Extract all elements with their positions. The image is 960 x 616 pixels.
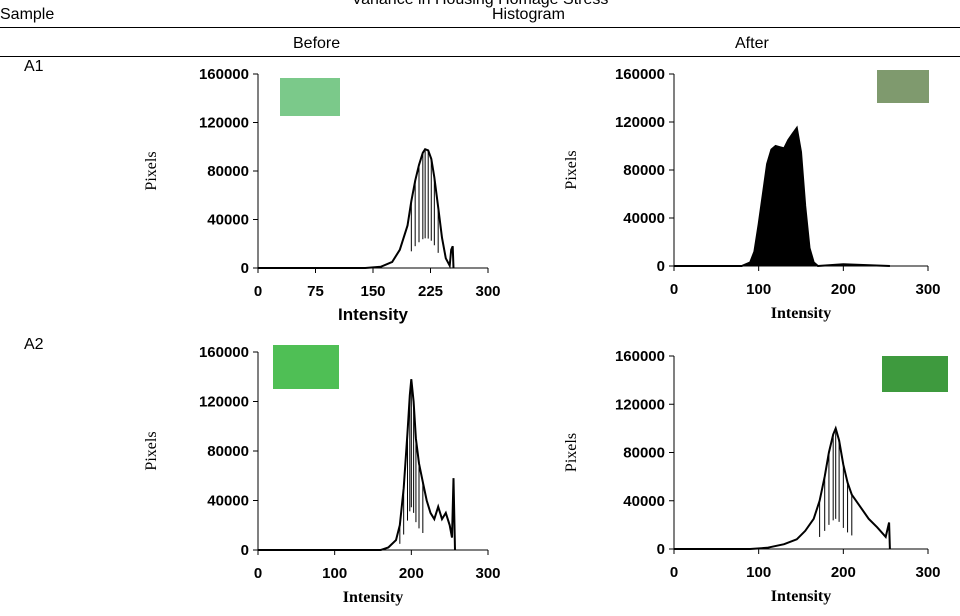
y-tick-label: 160000 (199, 66, 249, 83)
x-axis-label: Intensity (338, 305, 408, 324)
x-tick-label: 300 (915, 564, 940, 581)
histogram-line (674, 125, 890, 268)
subheader-rule (0, 56, 960, 57)
y-tick-label: 40000 (207, 212, 249, 229)
histogram-column-header: Histogram (492, 6, 565, 23)
x-tick-label: 225 (418, 283, 443, 300)
y-axis-label: Pixels (143, 151, 160, 190)
y-tick-label: 80000 (207, 443, 249, 460)
row-label-a2: A2 (24, 336, 44, 353)
x-tick-label: 0 (670, 281, 678, 298)
y-tick-label: 40000 (623, 210, 665, 227)
x-tick-label: 0 (670, 564, 678, 581)
y-tick-label: 160000 (615, 66, 665, 83)
before-subheader: Before (293, 35, 341, 52)
y-axis-label: Pixels (563, 150, 580, 189)
sample-thumbnail (280, 78, 340, 116)
x-tick-label: 300 (915, 281, 940, 298)
y-tick-label: 120000 (199, 115, 249, 132)
sample-thumbnail (882, 356, 948, 392)
x-tick-label: 200 (831, 281, 856, 298)
y-tick-label: 0 (657, 258, 665, 275)
y-tick-label: 80000 (207, 163, 249, 180)
x-tick-label: 200 (399, 565, 424, 582)
y-tick-label: 120000 (615, 396, 665, 413)
y-tick-label: 160000 (615, 348, 665, 365)
y-tick-label: 0 (241, 260, 249, 277)
x-axis-label: Intensity (771, 588, 831, 605)
histogram-a1-after: 0 40000 80000 120000 160000 0 100 200 300 Intensi… (563, 66, 941, 322)
x-tick-label: 300 (475, 283, 500, 300)
histogram-a1-before: 0 40000 80000 120000 160000 0 75 150 225 300 Inten… (143, 66, 501, 324)
x-tick-label: 200 (831, 564, 856, 581)
y-tick-label: 0 (241, 542, 249, 559)
x-axis-label: Intensity (771, 305, 831, 322)
x-tick-label: 100 (746, 564, 771, 581)
x-tick-label: 300 (475, 565, 500, 582)
x-tick-label: 0 (254, 565, 262, 582)
row-label-a1: A1 (24, 58, 44, 75)
after-subheader: After (735, 35, 769, 52)
y-axis-label: Pixels (563, 433, 580, 472)
y-tick-label: 80000 (623, 162, 665, 179)
x-tick-label: 75 (307, 283, 324, 300)
histogram-line (258, 379, 456, 551)
y-tick-label: 120000 (615, 114, 665, 131)
sample-thumbnail (877, 70, 929, 103)
histogram-a2-after: 0 40000 80000 120000 160000 0 100 200 300 Intensi… (563, 348, 948, 605)
y-tick-label: 40000 (623, 493, 665, 510)
y-axis-label: Pixels (143, 431, 160, 470)
y-tick-label: 40000 (207, 493, 249, 510)
x-tick-label: 100 (322, 565, 347, 582)
y-tick-label: 160000 (199, 344, 249, 361)
x-axis-label: Intensity (343, 589, 403, 606)
y-tick-label: 80000 (623, 445, 665, 462)
histogram-line (674, 425, 891, 550)
y-tick-label: 120000 (199, 394, 249, 411)
header-rule (0, 27, 960, 28)
x-tick-label: 150 (360, 283, 385, 300)
histogram-a2-before: 0 40000 80000 120000 160000 0 100 200 300 Intensi… (143, 344, 501, 606)
sample-column-header: Sample (0, 6, 55, 23)
histogram-line (258, 147, 455, 269)
figure-caption: Variance in Housing Homage Stress (0, 0, 960, 9)
sample-thumbnail (273, 345, 339, 389)
x-tick-label: 100 (746, 281, 771, 298)
y-tick-label: 0 (657, 541, 665, 558)
x-tick-label: 0 (254, 283, 262, 300)
